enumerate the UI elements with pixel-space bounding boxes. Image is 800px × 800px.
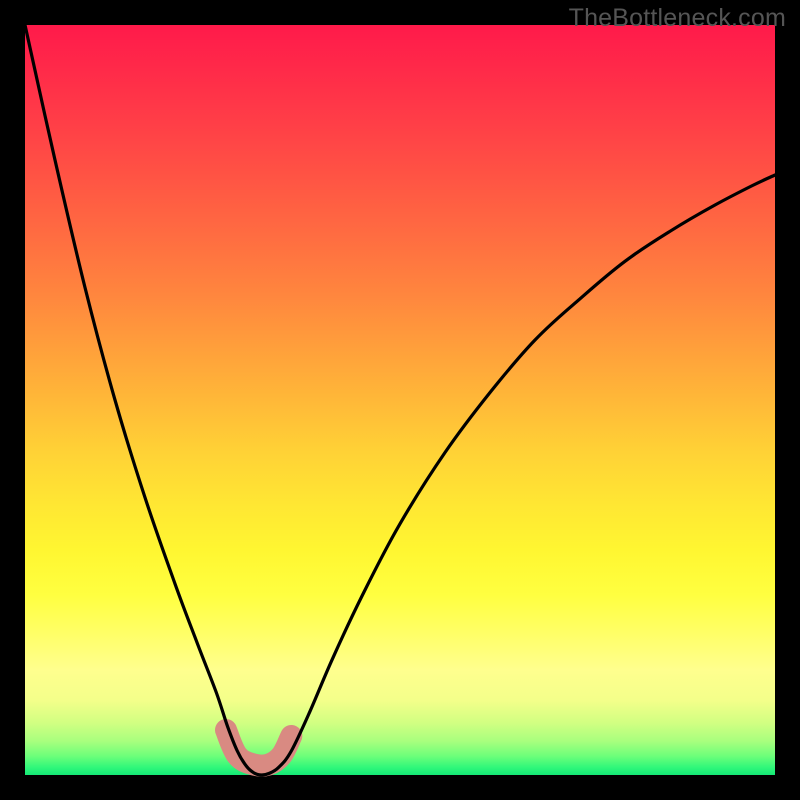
plot-background [25, 25, 775, 775]
chart-container: TheBottleneck.com [0, 0, 800, 800]
watermark-label: TheBottleneck.com [569, 4, 786, 33]
bottleneck-curve-chart [0, 0, 800, 800]
